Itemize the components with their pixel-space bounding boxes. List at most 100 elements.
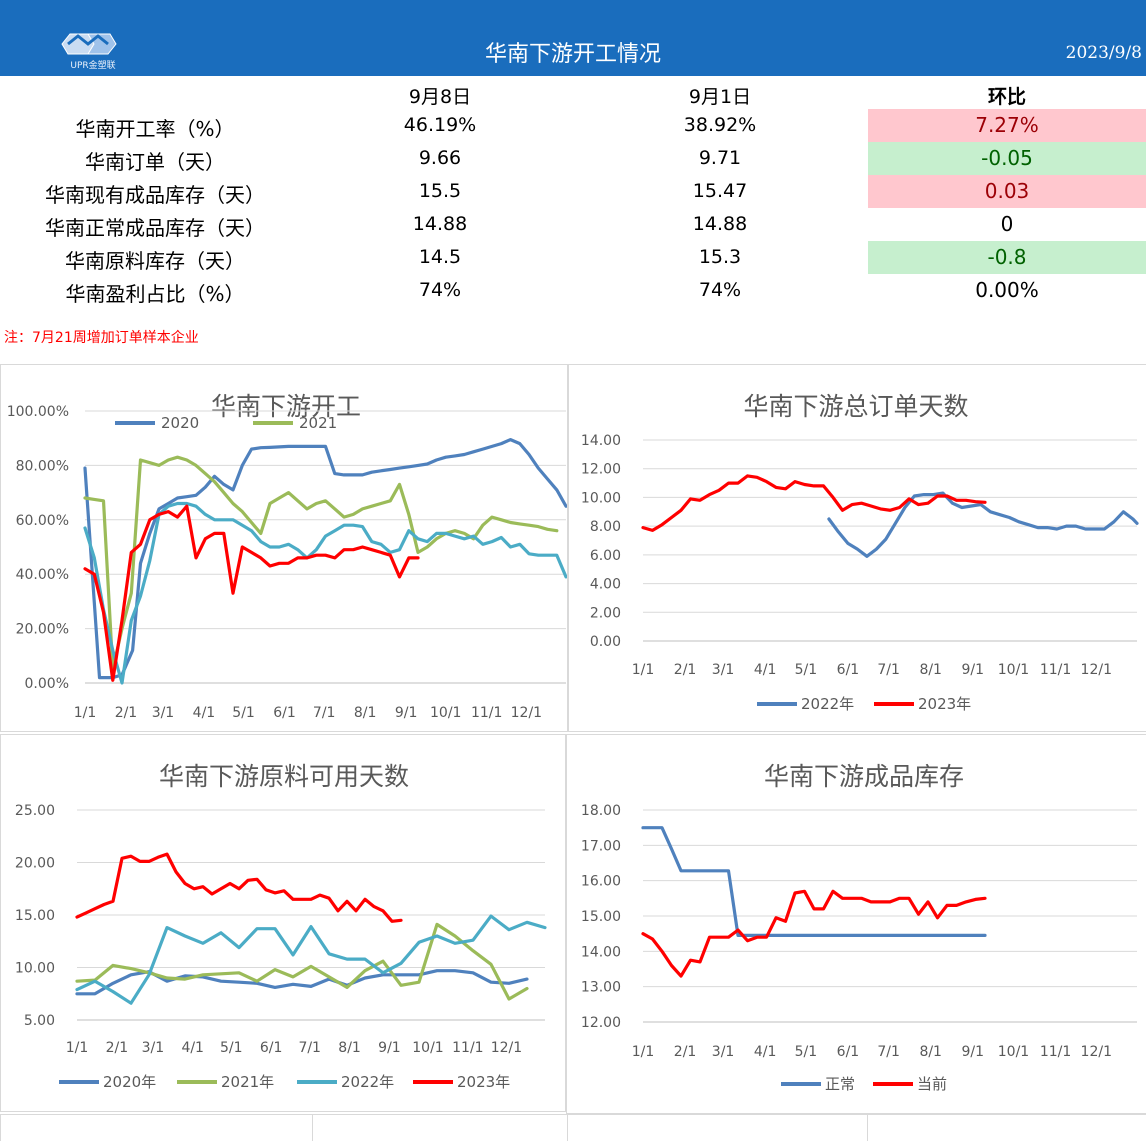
x-tick-label: 1/1 <box>632 662 655 678</box>
current-week-value: 46.19% <box>403 114 477 136</box>
previous-week-value: 15.47 <box>692 180 748 202</box>
x-tick-label: 12/1 <box>1081 662 1112 678</box>
y-tick-label: 10.00 <box>15 961 55 977</box>
current-week-value: 74% <box>418 279 462 301</box>
previous-week-value: 38.92% <box>683 114 757 136</box>
upr-logo: UPR金塑联 <box>61 33 117 71</box>
strip-cell <box>0 1114 313 1141</box>
x-tick-label: 6/1 <box>260 1040 283 1056</box>
change-value: 0.03 <box>868 175 1146 208</box>
x-tick-label: 3/1 <box>142 1040 165 1056</box>
y-tick-label: 20.00% <box>16 622 69 638</box>
series-line <box>75 852 403 923</box>
x-tick-label: 6/1 <box>837 662 860 678</box>
header-bar: UPR金塑联 华南下游开工情况 2023/9/8 <box>0 0 1146 76</box>
row-label: 华南正常成品库存（天） <box>45 216 265 240</box>
chart-title: 华南下游开工 <box>211 392 361 421</box>
previous-week-value: 15.3 <box>698 246 742 268</box>
x-tick-label: 1/1 <box>74 705 97 721</box>
y-tick-label: 5.00 <box>24 1013 55 1029</box>
chart-finished-inventory: 华南下游成品库存 12.00 13.00 14.00 15.00 16.00 17.00 18… <box>581 762 1137 1093</box>
previous-week-value: 74% <box>698 279 742 301</box>
y-tick-label: 60.00% <box>16 513 69 529</box>
change-value: 0.00% <box>975 278 1039 302</box>
strip-cell <box>567 1114 868 1141</box>
y-tick-label: 2.00 <box>590 605 621 621</box>
x-tick-label: 5/1 <box>795 662 818 678</box>
chart-raw-material-days: 华南下游原料可用天数 5.00 10.00 15.00 20.00 25.00 1/1 2/1… <box>15 762 547 1091</box>
legend-label: 2022年 <box>341 1073 394 1091</box>
series-line <box>83 455 559 671</box>
x-tick-label: 12/1 <box>1081 1044 1112 1060</box>
x-tick-label: 4/1 <box>193 705 216 721</box>
legend-label: 2022年 <box>801 695 854 713</box>
x-tick-label: 4/1 <box>181 1040 204 1056</box>
series-line <box>83 504 420 682</box>
y-tick-label: 10.00 <box>581 490 621 506</box>
current-week-value: 14.88 <box>412 213 468 235</box>
previous-week-value: 14.88 <box>692 213 748 235</box>
x-tick-label: 11/1 <box>1040 662 1071 678</box>
y-tick-label: 16.00 <box>581 874 621 890</box>
x-tick-label: 5/1 <box>232 705 255 721</box>
row-label: 华南开工率（%） <box>75 117 235 141</box>
x-tick-label: 7/1 <box>313 705 336 721</box>
x-tick-label: 2/1 <box>115 705 138 721</box>
strip-cell <box>867 1114 1146 1141</box>
chart-panel-order-days: 华南下游总订单天数 0.00 2.00 4.00 6.00 8.00 10.00 12.00 1… <box>568 364 1146 732</box>
y-tick-label: 12.00 <box>581 462 621 478</box>
x-tick-label: 8/1 <box>919 1044 942 1060</box>
x-tick-label: 11/1 <box>1040 1044 1071 1060</box>
y-tick-label: 40.00% <box>16 567 69 583</box>
y-tick-label: 12.00 <box>581 1015 621 1031</box>
x-tick-label: 2/1 <box>106 1040 129 1056</box>
row-label: 华南现有成品库存（天） <box>45 183 265 207</box>
report-date: 2023/9/8 <box>1065 43 1142 63</box>
y-tick-label: 20.00 <box>15 856 55 872</box>
legend-label: 2020 <box>161 414 199 432</box>
y-tick-label: 14.00 <box>581 433 621 449</box>
x-tick-label: 3/1 <box>712 662 735 678</box>
series-line <box>641 474 987 532</box>
chart-panel-operating-rate: 华南下游开工 0.00% 20.00% 40.00% 60.00% 80.00% 100.0… <box>0 364 568 732</box>
column-header-previous-week: 9月1日 <box>688 86 752 108</box>
page-title: 华南下游开工情况 <box>484 42 661 67</box>
y-tick-label: 80.00% <box>16 458 69 474</box>
y-tick-label: 17.00 <box>581 838 621 854</box>
series-line <box>641 826 987 937</box>
series-line <box>827 491 1139 558</box>
chart-title: 华南下游成品库存 <box>764 762 964 791</box>
bottom-strip <box>0 1114 1146 1141</box>
series-line <box>75 922 529 1001</box>
change-value: 7.27% <box>868 109 1146 142</box>
chart-title: 华南下游原料可用天数 <box>159 762 409 791</box>
y-tick-label: 18.00 <box>581 803 621 819</box>
previous-week-value: 9.71 <box>698 147 742 169</box>
x-tick-label: 11/1 <box>452 1040 483 1056</box>
x-tick-label: 3/1 <box>712 1044 735 1060</box>
x-tick-label: 10/1 <box>998 662 1029 678</box>
y-tick-label: 6.00 <box>590 548 621 564</box>
x-tick-label: 9/1 <box>378 1040 401 1056</box>
change-value: 0 <box>1000 212 1014 236</box>
x-tick-label: 10/1 <box>412 1040 443 1056</box>
table-footnote: 注：7月21周增加订单样本企业 <box>4 330 199 346</box>
x-tick-label: 1/1 <box>66 1040 89 1056</box>
x-tick-label: 12/1 <box>491 1040 522 1056</box>
strip-cell <box>312 1114 568 1141</box>
legend-label: 正常 <box>825 1075 855 1093</box>
chart-order-days: 华南下游总订单天数 0.00 2.00 4.00 6.00 8.00 10.00 12.00 1… <box>581 392 1139 713</box>
chart-title: 华南下游总订单天数 <box>743 392 968 421</box>
current-week-value: 15.5 <box>418 180 462 202</box>
legend-label: 当前 <box>917 1075 947 1093</box>
x-tick-label: 9/1 <box>962 1044 985 1060</box>
x-tick-label: 6/1 <box>273 705 296 721</box>
legend-label: 2021 <box>299 414 337 432</box>
x-tick-label: 5/1 <box>220 1040 243 1056</box>
svg-text:UPR金塑联: UPR金塑联 <box>70 59 115 71</box>
x-tick-label: 8/1 <box>338 1040 361 1056</box>
x-tick-label: 8/1 <box>354 705 377 721</box>
series-line <box>641 889 987 978</box>
x-tick-label: 11/1 <box>471 705 502 721</box>
chart-panel-raw-material-days: 华南下游原料可用天数 5.00 10.00 15.00 20.00 25.00 1/1 2/1… <box>0 734 566 1112</box>
